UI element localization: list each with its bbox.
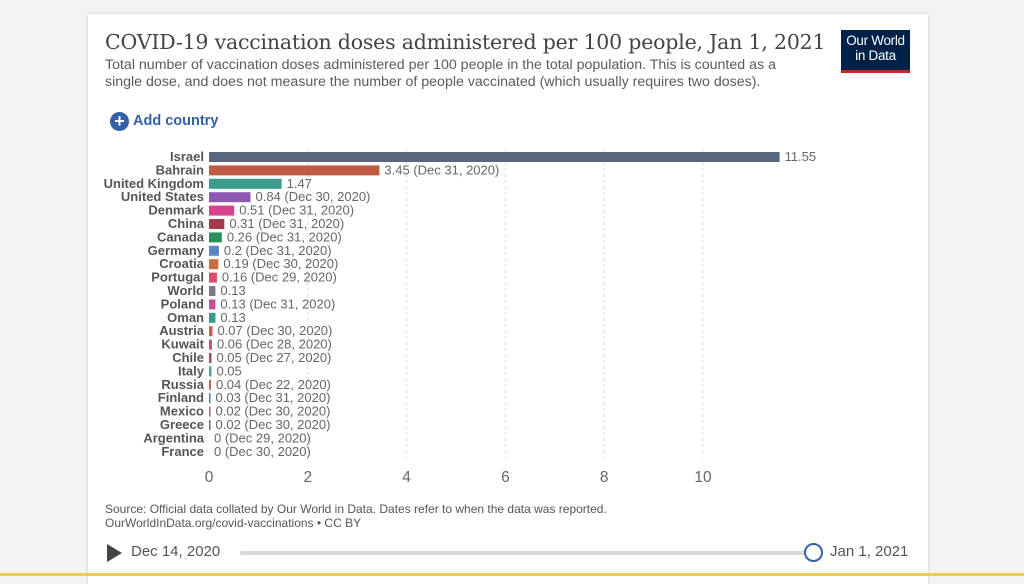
category-label: Chile [172,350,204,365]
logo-line-1: Our World [846,33,905,48]
value-label: 11.55 [785,149,817,164]
category-label: Croatia [159,256,205,271]
source-line-1: Source: Official data collated by Our Wo… [105,502,607,516]
category-label: Oman [167,310,204,325]
category-label: Bahrain [156,162,204,177]
value-label: 0.06 (Dec 28, 2020) [217,337,332,352]
add-country-label: Add country [133,113,219,129]
bar [209,152,780,162]
value-label: 0.02 (Dec 30, 2020) [216,404,331,419]
x-tick-label: 10 [694,469,712,484]
bar [209,379,211,390]
bar [209,366,212,377]
bar-chart: 0 2 4 6 8 10 Israel 11.55 Bahrain 3.45 (Dec 31, 2… [104,149,817,484]
category-label: Germany [148,243,205,258]
bar [209,165,380,176]
value-label: 0.31 (Dec 31, 2020) [229,216,344,231]
timeline-track[interactable] [240,551,813,555]
bar [209,192,251,203]
category-label: Mexico [160,404,204,419]
x-tick-label: 8 [600,469,609,484]
value-label: 0.13 (Dec 31, 2020) [220,296,335,311]
category-label: Greece [160,417,204,432]
value-label: 0 (Dec 30, 2020) [214,444,311,459]
value-label: 0.13 [220,283,245,298]
value-label: 0.2 (Dec 31, 2020) [224,243,332,258]
play-icon[interactable] [107,544,122,562]
source-note: Source: Official data collated by Our Wo… [105,502,805,530]
value-label: 0.84 (Dec 30, 2020) [255,189,370,204]
bar [209,286,216,296]
bar [209,219,225,229]
value-label: 0.26 (Dec 31, 2020) [227,229,342,244]
logo-line-2: in Data [855,48,896,63]
category-label: Canada [157,229,205,244]
x-tick-label: 2 [303,469,312,484]
bar [209,205,235,216]
timeline-end-label: Jan 1, 2021 [830,543,909,560]
timeline-handle[interactable] [804,543,823,562]
category-label: United Kingdom [104,176,204,191]
category-label: France [161,444,204,459]
category-label: Denmark [148,203,204,218]
bar [209,326,213,337]
x-tick-label: 6 [501,469,510,484]
bar [209,393,211,404]
value-label: 0.16 (Dec 29, 2020) [222,270,337,285]
bar [209,312,216,323]
category-label: United States [121,189,204,204]
bar [209,259,219,270]
timeline: Dec 14, 2020 Jan 1, 2021 [88,539,928,569]
x-tick-label: 4 [402,469,411,484]
bar [209,406,211,417]
logo-accent-bar [841,70,910,73]
category-label: Israel [170,149,204,164]
category-label: Poland [161,296,204,311]
category-label: China [168,216,205,231]
value-label: 0.19 (Dec 30, 2020) [223,256,338,271]
add-country-button[interactable]: + Add country [110,111,218,131]
chart-subtitle: Total number of vaccination doses admini… [105,57,776,90]
value-label: 0 (Dec 29, 2020) [214,430,311,445]
value-label: 0.05 (Dec 27, 2020) [216,350,331,365]
category-label: Russia [161,377,204,392]
category-label: Kuwait [161,337,204,352]
category-label: Austria [159,323,205,338]
bar [209,245,219,256]
value-label: 1.47 [287,176,312,191]
value-label: 0.13 [220,310,245,325]
plus-circle-icon: + [110,111,129,131]
bar [209,272,217,283]
chart-card: COVID-19 vaccination doses administered … [88,14,928,584]
bar [209,299,216,310]
owid-logo[interactable]: Our World in Data [841,30,910,73]
category-label: Finland [158,390,204,405]
x-tick-label: 0 [205,469,214,484]
bar [209,420,211,430]
value-label: 0.05 [216,363,241,378]
category-label: Argentina [143,430,204,445]
timeline-start-label: Dec 14, 2020 [131,543,221,560]
category-label: Italy [178,363,205,378]
bar [209,232,222,243]
bar [209,353,212,363]
value-label: 0.03 (Dec 31, 2020) [216,390,331,405]
bar [209,339,212,350]
value-label: 0.51 (Dec 31, 2020) [239,203,354,218]
category-label: Portugal [151,270,204,285]
chart-title: COVID-19 vaccination doses administered … [105,30,826,54]
value-label: 0.07 (Dec 30, 2020) [217,323,332,338]
value-label: 3.45 (Dec 31, 2020) [384,162,499,177]
source-line-2[interactable]: OurWorldInData.org/covid-vaccinations • … [105,516,362,530]
category-label: World [167,283,204,298]
value-label: 0.02 (Dec 30, 2020) [216,417,331,432]
bottom-edge-strip [0,573,1024,576]
bar [209,178,282,189]
value-label: 0.04 (Dec 22, 2020) [216,377,331,392]
